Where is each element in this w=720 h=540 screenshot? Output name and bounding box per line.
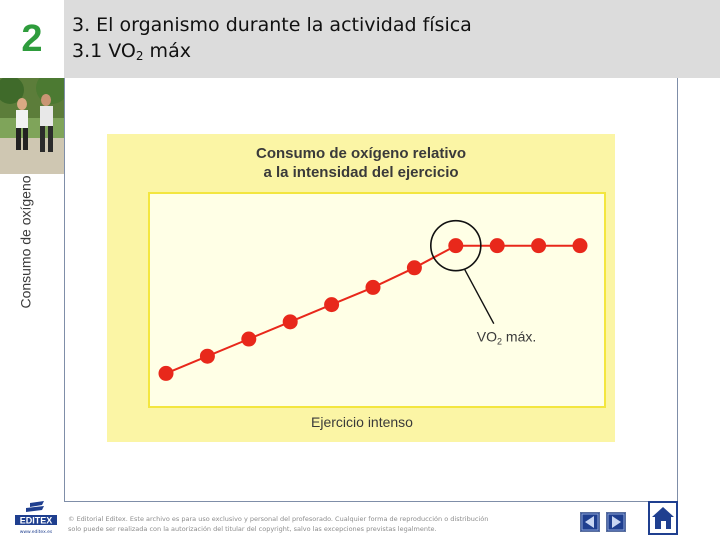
previous-slide-button[interactable] <box>580 512 600 532</box>
chart-panel: Consumo de oxígeno relativo a la intensi… <box>107 134 615 442</box>
data-point <box>572 238 588 254</box>
logo-text: EDITEX <box>20 516 53 526</box>
subtitle-subscript: 2 <box>135 49 144 63</box>
data-point <box>199 348 215 364</box>
page-title: 3. El organismo durante la actividad fís… <box>72 14 472 36</box>
triangle-left-icon <box>581 513 599 531</box>
data-point <box>448 238 464 254</box>
data-point <box>406 260 422 276</box>
chart-title-line-2: a la intensidad del ejercicio <box>263 164 459 181</box>
chart-title: Consumo de oxígeno relativo a la intensi… <box>107 144 615 182</box>
home-icon <box>652 507 674 529</box>
subtitle-suffix: máx <box>143 40 191 62</box>
plot-area <box>148 192 606 408</box>
copyright-notice: © Editorial Editex. Este archivo es para… <box>68 514 508 534</box>
home-button[interactable] <box>648 501 678 535</box>
title-block: 3. El organismo durante la actividad fís… <box>72 12 472 69</box>
triangle-right-icon <box>607 513 625 531</box>
data-point <box>158 365 174 381</box>
data-point <box>282 314 298 330</box>
data-point <box>489 238 505 254</box>
subtitle-prefix: 3.1 VO <box>72 40 136 62</box>
data-point <box>324 297 340 313</box>
data-point <box>241 331 257 347</box>
series-line <box>165 244 580 375</box>
vo2-max-highlight-circle <box>429 219 482 272</box>
annotation-pointer-line <box>464 269 495 324</box>
data-point <box>365 279 381 295</box>
chapter-number: 2 <box>0 0 64 78</box>
logo-url-text: www.editex.es <box>20 529 53 535</box>
vo2-max-annotation-label: VO2 máx. <box>477 329 536 347</box>
page-subtitle: 3.1 VO2 máx <box>72 38 472 69</box>
data-point <box>531 238 547 254</box>
editex-logo: EDITEX www.editex.es <box>14 500 58 536</box>
header-bar: 2 3. El organismo durante la actividad f… <box>0 0 720 78</box>
copyright-line-1: © Editorial Editex. Este archivo es para… <box>68 515 489 523</box>
next-slide-button[interactable] <box>606 512 626 532</box>
copyright-line-2: solo puede ser realizada con la autoriza… <box>68 525 437 533</box>
chart-title-line-1: Consumo de oxígeno relativo <box>255 145 467 162</box>
runners-photo <box>0 78 64 174</box>
x-axis-label: Ejercicio intenso <box>311 414 413 430</box>
